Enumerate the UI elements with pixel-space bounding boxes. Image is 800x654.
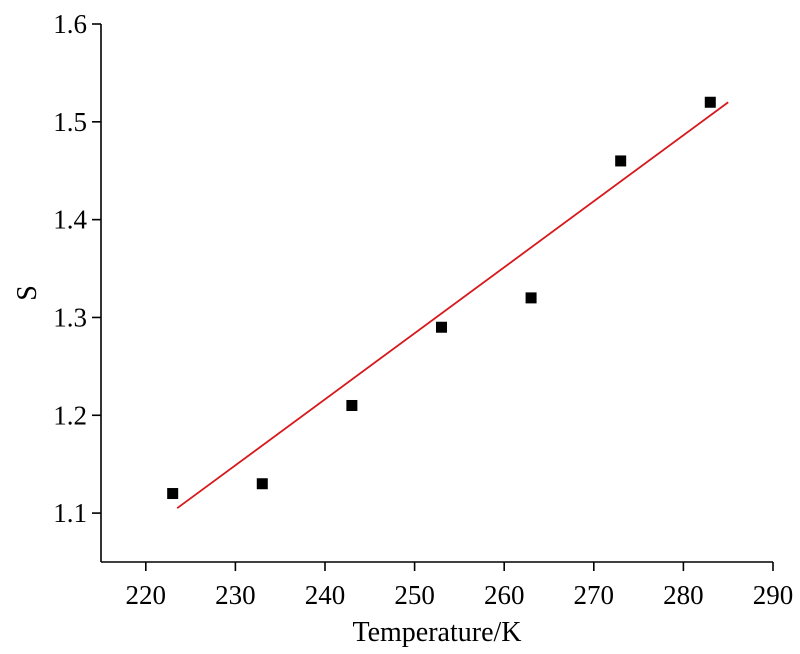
data-points — [167, 96, 716, 500]
y-tick-label: 1.4 — [53, 205, 87, 235]
x-tick-label: 240 — [305, 580, 346, 610]
x-tick-label: 260 — [484, 580, 525, 610]
data-point — [704, 96, 716, 108]
fit-line — [176, 101, 729, 509]
data-point — [615, 155, 627, 167]
y-ticks: 1.1 1.2 1.3 1.4 1.5 1.6 — [53, 9, 101, 528]
y-tick-label: 1.5 — [53, 107, 87, 137]
x-ticks: 220 230 240 250 260 270 280 290 — [126, 562, 794, 610]
data-point — [167, 488, 179, 500]
x-tick-label: 270 — [574, 580, 615, 610]
y-tick-label: 1.2 — [53, 400, 87, 430]
x-tick-label: 290 — [753, 580, 794, 610]
y-tick-label: 1.1 — [53, 498, 87, 528]
y-tick-label: 1.6 — [53, 9, 87, 39]
data-point — [435, 321, 447, 333]
x-tick-label: 250 — [394, 580, 435, 610]
data-point — [525, 292, 537, 304]
fit-line-group — [176, 101, 729, 509]
x-tick-label: 220 — [126, 580, 167, 610]
x-axis-title: Temperature/K — [352, 617, 521, 648]
axes — [100, 24, 773, 563]
data-point — [256, 478, 268, 490]
y-axis-title: S — [12, 285, 43, 301]
data-point — [346, 399, 358, 411]
x-tick-label: 280 — [663, 580, 704, 610]
y-tick-label: 1.3 — [53, 302, 87, 332]
x-tick-label: 230 — [215, 580, 256, 610]
